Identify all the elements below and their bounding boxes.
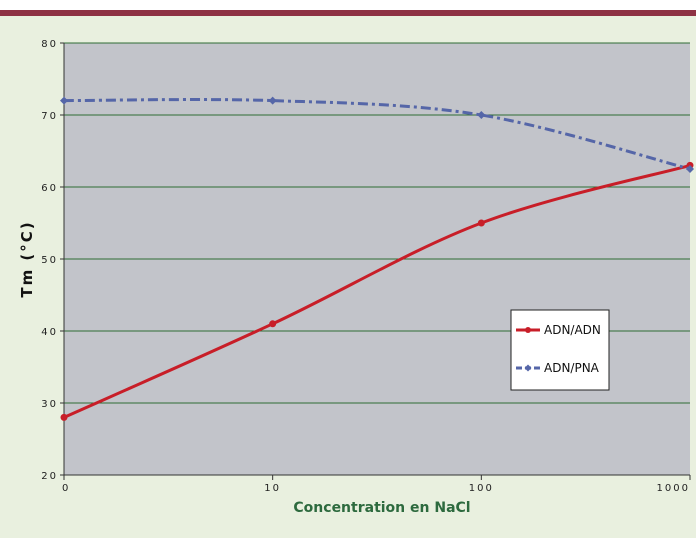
- y-axis-label: Tm (°C): [18, 220, 36, 297]
- data-point: [268, 96, 277, 105]
- data-point: [60, 96, 68, 105]
- series-line: [63, 98, 691, 171]
- legend-marker: [525, 327, 531, 333]
- legend-label: ADN/ADN: [544, 323, 601, 337]
- x-tick-label: 1000: [657, 483, 690, 494]
- data-point: [477, 219, 485, 227]
- y-tick-label: 20: [41, 471, 58, 482]
- y-tick-label: 50: [41, 255, 58, 266]
- y-tick-label: 30: [41, 399, 58, 410]
- data-point: [686, 165, 694, 173]
- legend-box: [510, 309, 610, 391]
- x-tick-label: 0: [62, 483, 70, 494]
- y-tick-label: 80: [41, 39, 58, 50]
- y-tick-label: 70: [41, 111, 58, 122]
- data-point: [477, 111, 486, 119]
- series-lines: [60, 96, 694, 421]
- x-axis-ticks: 0 10 100 1000: [62, 474, 691, 494]
- series-adn-pna: [60, 96, 694, 173]
- y-tick-label: 60: [41, 183, 58, 194]
- series-adn-adn: [60, 161, 694, 421]
- data-point: [60, 413, 68, 421]
- y-axis-ticks: 20 30 40 50 60 70 80: [41, 39, 65, 482]
- y-tick-label: 40: [41, 327, 58, 338]
- legend-label: ADN/PNA: [544, 361, 600, 375]
- top-rule: [0, 10, 696, 16]
- legend-marker: [524, 364, 532, 372]
- legend: ADN/ADN ADN/PNA: [510, 309, 610, 391]
- data-point: [269, 320, 277, 328]
- x-axis-label: Concentration en NaCl: [293, 500, 470, 516]
- x-tick-label: 10: [264, 483, 281, 494]
- series-line: [63, 163, 691, 419]
- x-tick-label: 100: [469, 483, 494, 494]
